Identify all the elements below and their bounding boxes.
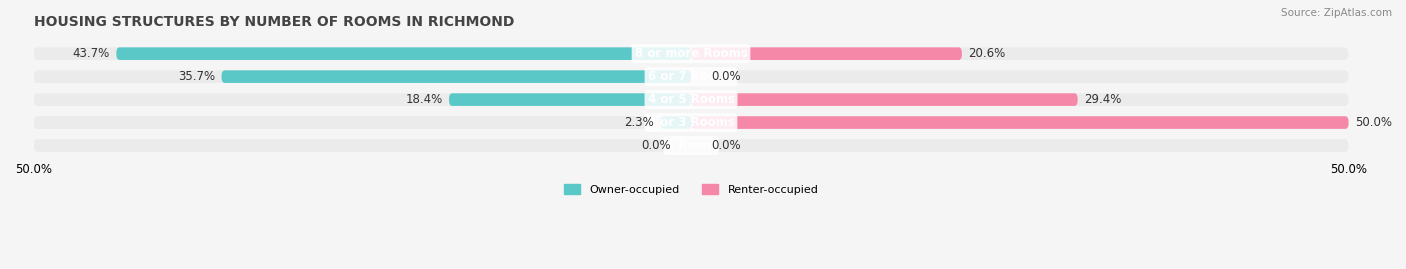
Text: 2 or 3 Rooms: 2 or 3 Rooms [648, 116, 734, 129]
Text: 29.4%: 29.4% [1084, 93, 1122, 106]
FancyBboxPatch shape [449, 93, 690, 106]
FancyBboxPatch shape [34, 47, 1348, 60]
FancyBboxPatch shape [34, 139, 1348, 152]
Legend: Owner-occupied, Renter-occupied: Owner-occupied, Renter-occupied [560, 179, 823, 199]
Text: 43.7%: 43.7% [73, 47, 110, 60]
FancyBboxPatch shape [690, 47, 962, 60]
Text: 18.4%: 18.4% [405, 93, 443, 106]
Text: 8 or more Rooms: 8 or more Rooms [634, 47, 748, 60]
Text: 2.3%: 2.3% [624, 116, 654, 129]
FancyBboxPatch shape [34, 70, 1348, 83]
FancyBboxPatch shape [661, 116, 690, 129]
Text: 50.0%: 50.0% [1355, 116, 1392, 129]
FancyBboxPatch shape [34, 93, 1348, 106]
Text: 0.0%: 0.0% [711, 70, 741, 83]
Text: Source: ZipAtlas.com: Source: ZipAtlas.com [1281, 8, 1392, 18]
FancyBboxPatch shape [690, 116, 1348, 129]
Text: 1 Room: 1 Room [666, 139, 716, 152]
Text: 6 or 7 Rooms: 6 or 7 Rooms [648, 70, 734, 83]
FancyBboxPatch shape [34, 116, 1348, 129]
FancyBboxPatch shape [117, 47, 690, 60]
Text: 20.6%: 20.6% [969, 47, 1005, 60]
Text: 0.0%: 0.0% [641, 139, 671, 152]
Text: 4 or 5 Rooms: 4 or 5 Rooms [648, 93, 734, 106]
Text: HOUSING STRUCTURES BY NUMBER OF ROOMS IN RICHMOND: HOUSING STRUCTURES BY NUMBER OF ROOMS IN… [34, 15, 513, 29]
FancyBboxPatch shape [690, 93, 1077, 106]
Text: 35.7%: 35.7% [177, 70, 215, 83]
FancyBboxPatch shape [222, 70, 690, 83]
Text: 0.0%: 0.0% [711, 139, 741, 152]
